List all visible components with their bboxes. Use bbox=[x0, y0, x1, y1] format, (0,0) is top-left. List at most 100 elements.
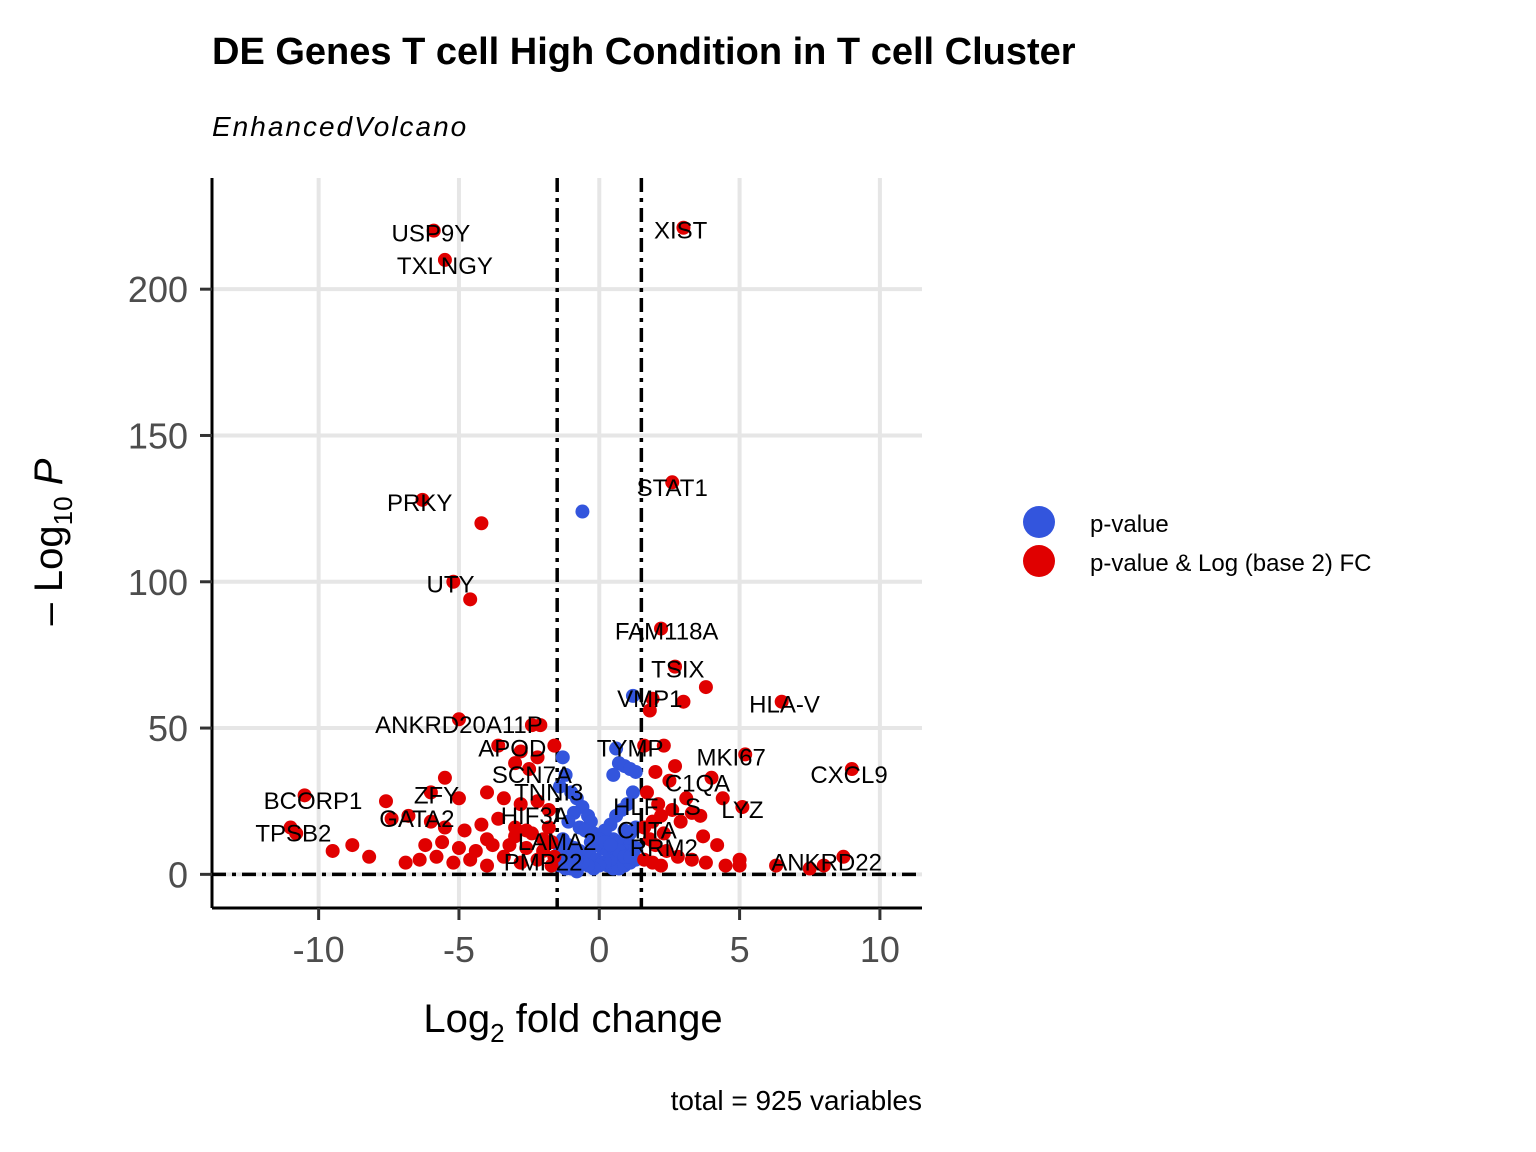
gene-label: LS bbox=[672, 794, 701, 821]
point-p-value-fc bbox=[508, 756, 523, 771]
x-tick-label: 5 bbox=[730, 929, 750, 970]
point-p-value bbox=[617, 823, 632, 838]
point-p-value-fc bbox=[485, 838, 500, 853]
y-tick-label: 50 bbox=[148, 708, 188, 749]
gene-label: TSIX bbox=[651, 657, 704, 684]
point-p-value-fc bbox=[668, 659, 683, 674]
gene-label: APOD bbox=[478, 736, 546, 763]
data-points bbox=[283, 220, 859, 879]
point-p-value-fc bbox=[802, 861, 817, 876]
point-p-value-fc bbox=[536, 843, 551, 858]
legend-key-p-value bbox=[1023, 506, 1055, 538]
point-p-value-fc bbox=[423, 785, 438, 800]
gene-label: TNNI3 bbox=[514, 779, 583, 806]
point-p-value-fc bbox=[547, 849, 562, 864]
x-tick-label: -10 bbox=[293, 929, 345, 970]
chart-subtitle: EnhancedVolcano bbox=[212, 111, 468, 142]
point-p-value-fc bbox=[451, 712, 466, 727]
point-p-value-fc bbox=[384, 811, 399, 826]
point-p-value-fc bbox=[698, 680, 713, 695]
point-p-value-fc bbox=[642, 703, 657, 718]
x-tick-label: 0 bbox=[589, 929, 609, 970]
point-p-value-fc bbox=[844, 762, 859, 777]
legend-key-p-value-fc bbox=[1023, 545, 1055, 577]
point-p-value-fc bbox=[437, 820, 452, 835]
point-p-value-fc bbox=[345, 838, 360, 853]
point-p-value-fc bbox=[684, 852, 699, 867]
point-p-value-fc bbox=[446, 855, 461, 870]
point-p-value-fc bbox=[735, 800, 750, 815]
legend-label-p-value-fc: p-value & Log (base 2) FC bbox=[1090, 550, 1371, 577]
point-p-value bbox=[609, 741, 624, 756]
gene-label: LAMA2 bbox=[518, 829, 597, 856]
point-p-value-fc bbox=[544, 835, 559, 850]
point-p-value-fc bbox=[639, 785, 654, 800]
point-p-value-fc bbox=[457, 823, 472, 838]
point-p-value-fc bbox=[654, 621, 669, 636]
point-p-value-fc bbox=[513, 744, 528, 759]
point-p-value-fc bbox=[437, 252, 452, 267]
gene-label: VMP1 bbox=[617, 686, 682, 713]
point-p-value-fc bbox=[668, 759, 683, 774]
point-p-value-fc bbox=[513, 797, 528, 812]
point-p-value-fc bbox=[816, 858, 831, 873]
point-p-value-fc bbox=[491, 738, 506, 753]
point-p-value-fc bbox=[684, 805, 699, 820]
y-tick-label: 0 bbox=[168, 854, 188, 895]
point-p-value-fc bbox=[437, 770, 452, 785]
point-p-value-fc bbox=[704, 770, 719, 785]
point-p-value-fc bbox=[648, 764, 663, 779]
point-p-value-fc bbox=[651, 797, 666, 812]
point-p-value-fc bbox=[665, 475, 680, 490]
point-p-value bbox=[575, 504, 590, 519]
point-p-value-fc bbox=[665, 802, 680, 817]
chart-title: DE Genes T cell High Condition in T cell… bbox=[212, 31, 1076, 73]
point-p-value-fc bbox=[662, 773, 677, 788]
point-p-value-fc bbox=[508, 829, 523, 844]
point-p-value bbox=[603, 838, 618, 853]
point-p-value-fc bbox=[715, 791, 730, 806]
point-p-value-fc bbox=[732, 852, 747, 867]
gene-label: USP9Y bbox=[392, 221, 471, 248]
point-p-value-fc bbox=[533, 718, 548, 733]
point-p-value-fc bbox=[426, 223, 441, 238]
point-p-value-fc bbox=[659, 843, 674, 858]
gene-label: GATA2 bbox=[379, 806, 454, 833]
point-p-value bbox=[628, 764, 643, 779]
point-p-value-fc bbox=[541, 802, 556, 817]
point-p-value-fc bbox=[496, 791, 511, 806]
gene-label: ANKRD20A11P bbox=[375, 712, 543, 739]
point-p-value-fc bbox=[541, 820, 556, 835]
x-tick-label: 10 bbox=[860, 929, 900, 970]
gene-label: C1QA bbox=[665, 771, 730, 798]
point-p-value bbox=[558, 767, 573, 782]
gene-label: XIST bbox=[654, 218, 708, 245]
gene-labels: USP9Y TXLNGY XIST STAT1 PRKY UTY FAM118A TSIXVM… bbox=[255, 218, 887, 877]
gene-label: HLF bbox=[613, 794, 658, 821]
gene-label: TXLNGY bbox=[397, 253, 493, 280]
y-tick-label: 150 bbox=[128, 415, 188, 456]
point-p-value-fc bbox=[696, 829, 711, 844]
point-p-value-fc bbox=[738, 747, 753, 762]
point-p-value-fc bbox=[401, 808, 416, 823]
gene-label: LYZ bbox=[721, 797, 763, 824]
point-p-value-fc bbox=[656, 826, 671, 841]
caption: total = 925 variables bbox=[671, 1085, 922, 1116]
point-p-value-fc bbox=[412, 852, 427, 867]
point-p-value-fc bbox=[463, 592, 478, 607]
legend: p-value p-value & Log (base 2) FC bbox=[1023, 506, 1371, 577]
point-p-value-fc bbox=[435, 835, 450, 850]
point-p-value-fc bbox=[362, 849, 377, 864]
point-p-value-fc bbox=[398, 855, 413, 870]
point-p-value bbox=[561, 814, 576, 829]
point-p-value-fc bbox=[637, 738, 652, 753]
gene-label: HIF3A bbox=[501, 803, 569, 830]
point-p-value bbox=[569, 864, 584, 879]
point-p-value-fc bbox=[468, 843, 483, 858]
point-p-value-fc bbox=[429, 849, 444, 864]
legend-label-p-value: p-value bbox=[1090, 511, 1169, 538]
point-p-value-fc bbox=[656, 738, 671, 753]
point-p-value-fc bbox=[415, 492, 430, 507]
gene-label: CXCL9 bbox=[810, 762, 887, 789]
